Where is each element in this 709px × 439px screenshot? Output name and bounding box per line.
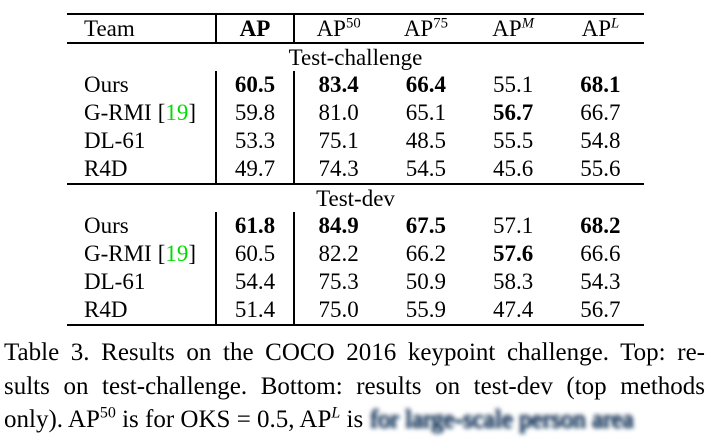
team-cell: G-RMI [19] [84,100,197,125]
citation-link[interactable]: [19] [157,100,197,125]
header-rule [67,42,644,44]
section-rule [67,183,644,185]
team-cell: DL-61 [84,269,146,294]
table-top-rule [67,13,644,15]
table-bottom-rule [67,324,644,326]
table-row: Ours 61.8 84.9 67.5 57.1 68.2 [67,212,644,240]
value-cell: 47.4 [493,297,534,322]
value-cell: 45.6 [493,156,534,181]
table-row: DL-61 53.3 75.1 48.5 55.5 54.8 [67,127,644,155]
value-cell: 75.3 [318,269,359,294]
value-cell: 50.9 [405,269,446,294]
section-label-test-challenge: Test-challenge [288,45,423,70]
value-cell: 66.7 [580,100,621,125]
ap-cell: 54.4 [215,268,295,296]
section-label-test-dev: Test-dev [316,186,395,211]
table-row: R4D 51.4 75.0 55.9 47.4 56.7 [67,296,644,324]
value-cell: 55.5 [493,128,534,153]
citation-link[interactable]: [19] [157,241,197,266]
table-row: G-RMI [19] 59.8 81.0 65.1 56.7 66.7 [67,99,644,127]
caption-line-1: Table 3. Results on the COCO 2016 keypoi… [4,339,705,366]
table-caption: Table 3. Results on the COCO 2016 keypoi… [4,336,705,437]
ap-cell: 49.7 [215,155,295,183]
header-ap75: AP75 [403,14,448,41]
value-cell: 66.6 [580,241,621,266]
team-cell: Ours [84,213,129,238]
ap-cell: 51.4 [215,296,295,324]
ap-cell: 61.8 [215,212,295,240]
table-row: Ours 60.5 83.4 66.4 55.1 68.1 [67,71,644,99]
value-cell: 57.6 [493,241,534,266]
value-cell: 75.1 [318,128,359,153]
team-cell: R4D [84,156,128,181]
header-ap50: AP50 [316,14,361,41]
value-cell: 54.8 [580,128,621,153]
header-apM: APM [492,14,534,41]
value-cell: 57.1 [493,213,534,238]
value-cell: 55.6 [580,156,621,181]
value-cell: 81.0 [318,100,359,125]
value-cell: 83.4 [318,72,359,97]
table-row: R4D 49.7 74.3 54.5 45.6 55.6 [67,155,644,183]
ap-cell: 60.5 [215,240,295,268]
team-cell: R4D [84,297,128,322]
value-cell: 82.2 [318,241,359,266]
value-cell: 74.3 [318,156,359,181]
blurred-text: for large-scale person area [369,406,634,433]
header-ap: AP [215,15,295,42]
value-cell: 58.3 [493,269,534,294]
value-cell: 84.9 [318,213,359,238]
caption-line-2: sults on test-challenge. Bottom: results… [4,372,705,400]
team-cell: DL-61 [84,128,146,153]
ap-cell: 59.8 [215,99,295,127]
value-cell: 66.2 [405,241,446,266]
table-header-row: Team AP AP50 AP75 APM APL [67,15,644,42]
value-cell: 75.0 [318,297,359,322]
value-cell: 65.1 [405,100,446,125]
team-cell: Ours [84,72,129,97]
value-cell: 68.2 [580,213,621,238]
value-cell: 55.1 [493,72,534,97]
value-cell: 54.3 [580,269,621,294]
value-cell: 68.1 [580,72,621,97]
value-cell: 66.4 [405,72,446,97]
value-cell: 55.9 [405,297,446,322]
header-apL: APL [581,14,620,41]
header-team: Team [84,15,135,41]
table-row: G-RMI [19] 60.5 82.2 66.2 57.6 66.6 [67,240,644,268]
caption-line-3: only). AP50 is for OKS = 0.5, APL is for… [4,404,634,433]
results-table: Team AP AP50 AP75 APM APL Test-challenge… [67,13,644,326]
value-cell: 54.5 [405,156,446,181]
value-cell: 56.7 [493,100,534,125]
ap-cell: 60.5 [215,71,295,99]
table-row: DL-61 54.4 75.3 50.9 58.3 54.3 [67,268,644,296]
value-cell: 67.5 [405,213,446,238]
value-cell: 48.5 [405,128,446,153]
value-cell: 56.7 [580,297,621,322]
team-cell: G-RMI [19] [84,241,197,266]
ap-cell: 53.3 [215,127,295,155]
